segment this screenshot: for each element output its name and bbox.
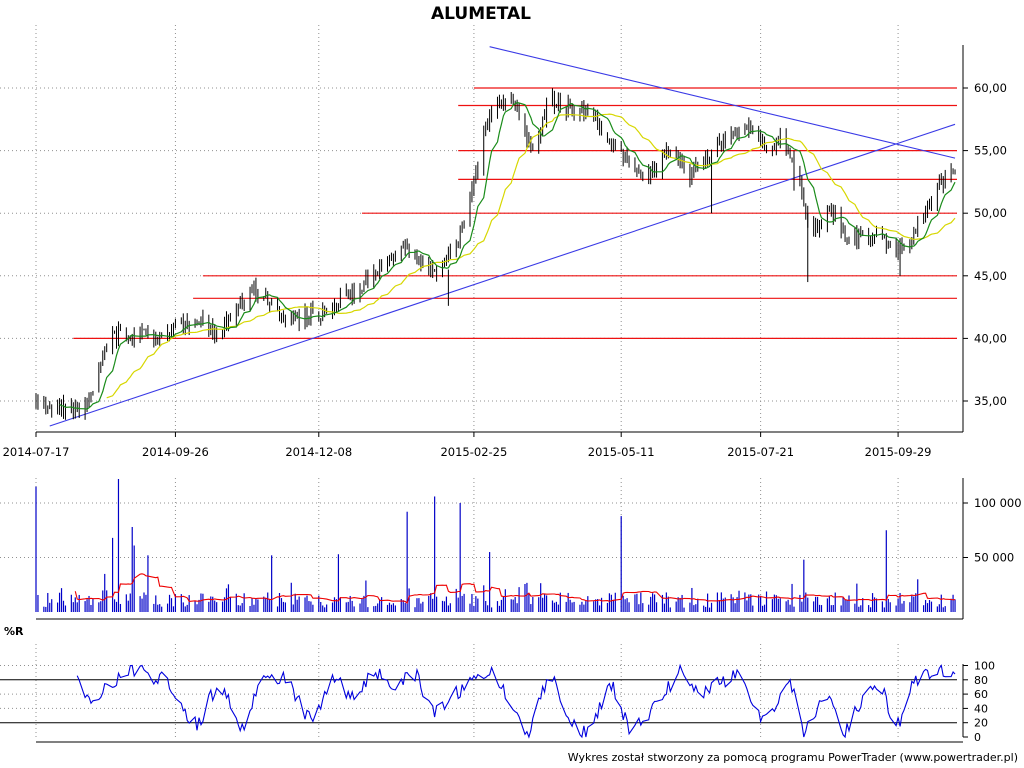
- y-tick-label: 55,00: [974, 144, 1007, 158]
- footer-note: Wykres został stworzony za pomocą progra…: [568, 751, 1018, 764]
- y-tick-label: 45,00: [974, 269, 1007, 283]
- ma-layer: [59, 101, 956, 410]
- y-tick-label: 35,00: [974, 394, 1007, 408]
- y-tick-label: 40,00: [974, 331, 1007, 345]
- grid-layer: [0, 25, 957, 737]
- ma-long-line: [106, 113, 956, 399]
- axis-layer: 2014-07-17 2014-09-26 2014-12-08 2015-02-25…: [3, 45, 1022, 744]
- x-tick-label: 2015-02-25: [440, 445, 507, 459]
- x-tick-label: 2014-07-17: [3, 445, 70, 459]
- y-tick-label: 60,00: [974, 81, 1007, 95]
- williams-title: %R: [4, 625, 24, 638]
- volume-tick-label: 100 000: [974, 496, 1022, 510]
- x-tick-label: 2014-12-08: [285, 445, 352, 459]
- volume-layer: [35, 479, 956, 612]
- williams-tick-label: 80: [974, 674, 988, 687]
- ma-short-line: [59, 101, 956, 410]
- x-tick-label: 2014-09-26: [142, 445, 209, 459]
- williams-tick-label: 40: [974, 702, 988, 715]
- trend-line: [49, 123, 956, 427]
- williams-tick-label: 60: [974, 688, 988, 701]
- williams-tick-label: 0: [974, 731, 981, 744]
- trend-line: [489, 46, 956, 159]
- x-tick-label: 2015-07-21: [727, 445, 794, 459]
- level-layer: [73, 87, 957, 339]
- x-tick-label: 2015-05-11: [588, 445, 655, 459]
- will-layer: [0, 663, 957, 739]
- y-tick-label: 50,00: [974, 206, 1007, 220]
- trend-layer: [49, 46, 956, 427]
- williams-tick-label: 20: [974, 717, 988, 730]
- volume-ma-line: [74, 573, 956, 604]
- williams-tick-label: 100: [974, 660, 995, 673]
- candle-layer: [35, 88, 956, 420]
- chart-title: ALUMETAL: [431, 4, 531, 24]
- x-tick-label: 2015-09-29: [865, 445, 932, 459]
- williams-line: [76, 663, 956, 739]
- volume-tick-label: 50 000: [974, 551, 1014, 565]
